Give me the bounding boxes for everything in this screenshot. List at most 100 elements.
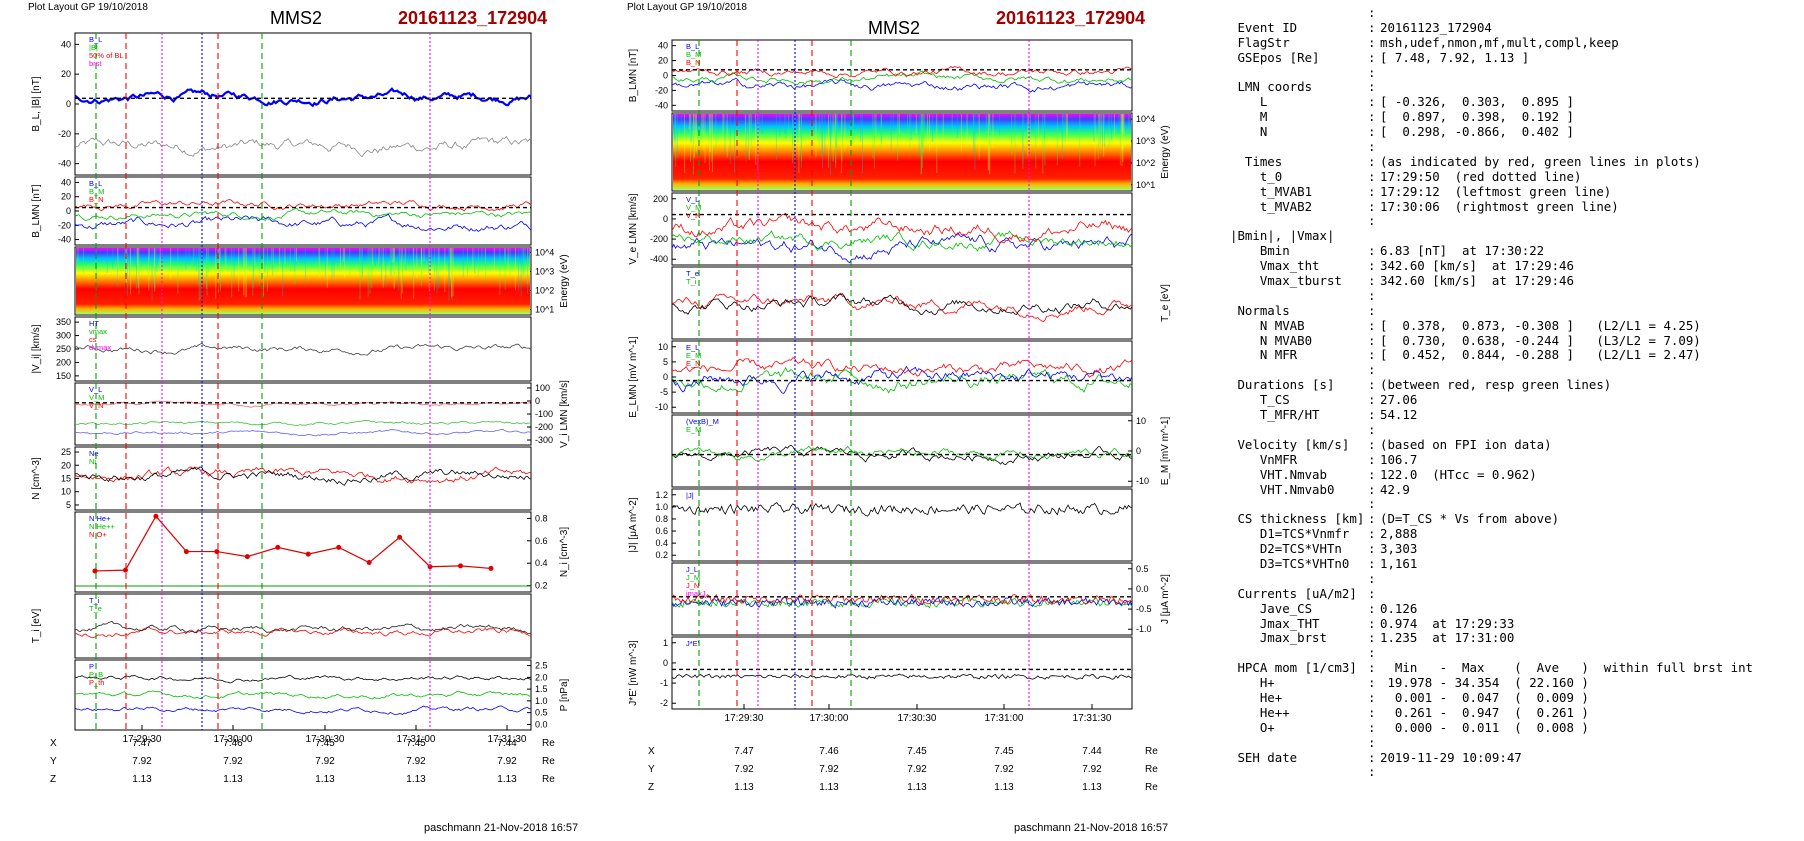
y-axis-label: E_M [mV m^-1]: [1160, 416, 1171, 485]
y-axis-label: N [cm^-3]: [31, 457, 42, 500]
summary-value: 17:29:50 (red dotted line): [1380, 168, 1582, 184]
summary-key: Vmax_tburst: [1230, 274, 1342, 289]
legend-entry: vmax: [89, 327, 107, 336]
legend-entry: V_L: [89, 385, 102, 394]
panel-frame: [671, 488, 1133, 562]
summary-row: H+: 19.978 - 34.354 ( 22.160 ): [1230, 675, 1800, 691]
summary-key: [1230, 6, 1368, 21]
summary-value: 0.261 - 0.947 ( 0.261 ): [1380, 704, 1589, 720]
legend-entry: cs: [89, 335, 97, 344]
data-point: [488, 565, 494, 571]
y-tick-label: 0.4: [655, 538, 668, 548]
summary-value: [1380, 80, 1800, 95]
y-tick-label: 2.5: [535, 661, 548, 671]
summary-row: VnMFR:106.7: [1230, 452, 1800, 468]
y-tick-label: 0.8: [655, 514, 668, 524]
summary-key: [1230, 140, 1368, 155]
summary-key: N MVAB: [1230, 318, 1305, 333]
panel-frame: [74, 316, 532, 382]
summary-value: [1380, 587, 1800, 602]
y-tick-label: 1: [663, 638, 668, 648]
summary-colon: :: [1368, 541, 1376, 557]
y-axis-label: Energy (eV): [559, 254, 570, 307]
position-unit: Re: [1145, 782, 1158, 793]
position-value: 7.92: [819, 764, 839, 775]
position-value: 7.92: [132, 756, 152, 767]
summary-row: T_MFR/HT:54.12: [1230, 407, 1800, 423]
summary-key: [1230, 214, 1368, 229]
summary-colon: :: [1368, 243, 1376, 259]
summary-key: t_MVAB1: [1230, 184, 1313, 199]
y-axis-label: |J| [μA m^-2]: [628, 497, 639, 552]
summary-value: [ 0.378, 0.873, -0.308 ] (L2/L1 = 4.25): [1380, 317, 1701, 333]
legend-entry: Ne: [89, 449, 99, 458]
legend-entry: (VexB)_M: [686, 417, 719, 426]
summary-value: [1380, 736, 1800, 751]
data-point: [458, 563, 464, 569]
spectrogram-fill: [673, 114, 1131, 190]
y-tick-label: 10^2: [1136, 158, 1155, 168]
series-line: [671, 230, 1133, 252]
series-line: [671, 293, 1133, 316]
y-axis-label: T_e [eV]: [1160, 284, 1171, 322]
summary-key: Jmax_THT: [1230, 616, 1320, 631]
y-tick-label: 0.2: [535, 581, 548, 591]
y-tick-label: -200: [650, 234, 668, 244]
summary-row: :: [1230, 570, 1800, 587]
y-tick-label: 40: [61, 39, 71, 49]
y-tick-label: 0: [663, 214, 668, 224]
summary-row: N MVAB:[ 0.378, 0.873, -0.308 ] (L2/L1 =…: [1230, 317, 1800, 334]
y-axis-label: V_i LMN [km/s]: [559, 380, 570, 448]
series-line: [671, 66, 1133, 79]
spectrogram-fill: [76, 248, 530, 314]
series-line: [671, 365, 1133, 394]
legend-entry: N He+: [89, 514, 111, 523]
y-tick-label: 20: [61, 192, 71, 202]
y-tick-label: 250: [56, 344, 71, 354]
panel-frame: [671, 562, 1133, 636]
footer-right: paschmann 21-Nov-2018 16:57: [1014, 822, 1169, 834]
position-value: 7.44: [1082, 746, 1102, 757]
data-point: [183, 549, 189, 555]
y-tick-label: 0.6: [535, 536, 548, 546]
data-point: [92, 568, 98, 574]
summary-value: [1380, 6, 1800, 21]
y-tick-label: 40: [658, 41, 668, 51]
summary-colon: :: [1368, 377, 1376, 393]
summary-row: Currents [uA/m2]:: [1230, 586, 1800, 602]
legend-entry: B_M: [89, 187, 104, 196]
summary-key: H+: [1230, 676, 1275, 691]
series-line: [671, 367, 1133, 394]
summary-colon: :: [1368, 749, 1376, 765]
y-tick-label: -400: [650, 254, 668, 264]
panel-frame: [74, 593, 532, 659]
series-line: [74, 690, 531, 700]
position-value: 1.13: [734, 782, 754, 793]
summary-row: Jmax_brst:1.235 at 17:31:00: [1230, 631, 1800, 646]
summary-value: [1380, 363, 1800, 378]
summary-colon: :: [1368, 49, 1376, 65]
summary-key: Event ID: [1230, 20, 1298, 35]
plot-layout-label-right: Plot Layout GP 19/10/2018: [627, 2, 747, 13]
y-axis-label: N_i [cm^-3]: [559, 527, 570, 577]
summary-value: 3,303: [1380, 541, 1418, 557]
summary-value: [ 0.730, 0.638, -0.244 ] (L3/L2 = 7.09): [1380, 332, 1701, 348]
data-point: [214, 549, 220, 555]
x-tick-label: 17:30:30: [306, 734, 345, 745]
y-tick-label: 0.0: [1136, 584, 1149, 594]
y-tick-label: 200: [653, 194, 668, 204]
series-line: [74, 621, 532, 634]
y-tick-label: 40: [61, 177, 71, 187]
x-tick-label: 17:29:30: [725, 713, 764, 724]
legend-entry: B_M: [686, 50, 701, 59]
summary-row: Vmax_tht:342.60 [km/s] at 17:29:46: [1230, 258, 1800, 274]
legend-entry: V_L: [686, 195, 699, 204]
summary-row: t_MVAB2:17:30:06 (rightmost green line): [1230, 199, 1800, 215]
summary-colon: :: [1368, 570, 1376, 586]
summary-key: T_MFR/HT: [1230, 408, 1320, 423]
legend-entry: E_M: [686, 351, 701, 360]
summary-row: :: [1230, 362, 1800, 378]
y-axis-label: J [μA m^-2]: [1160, 574, 1171, 624]
